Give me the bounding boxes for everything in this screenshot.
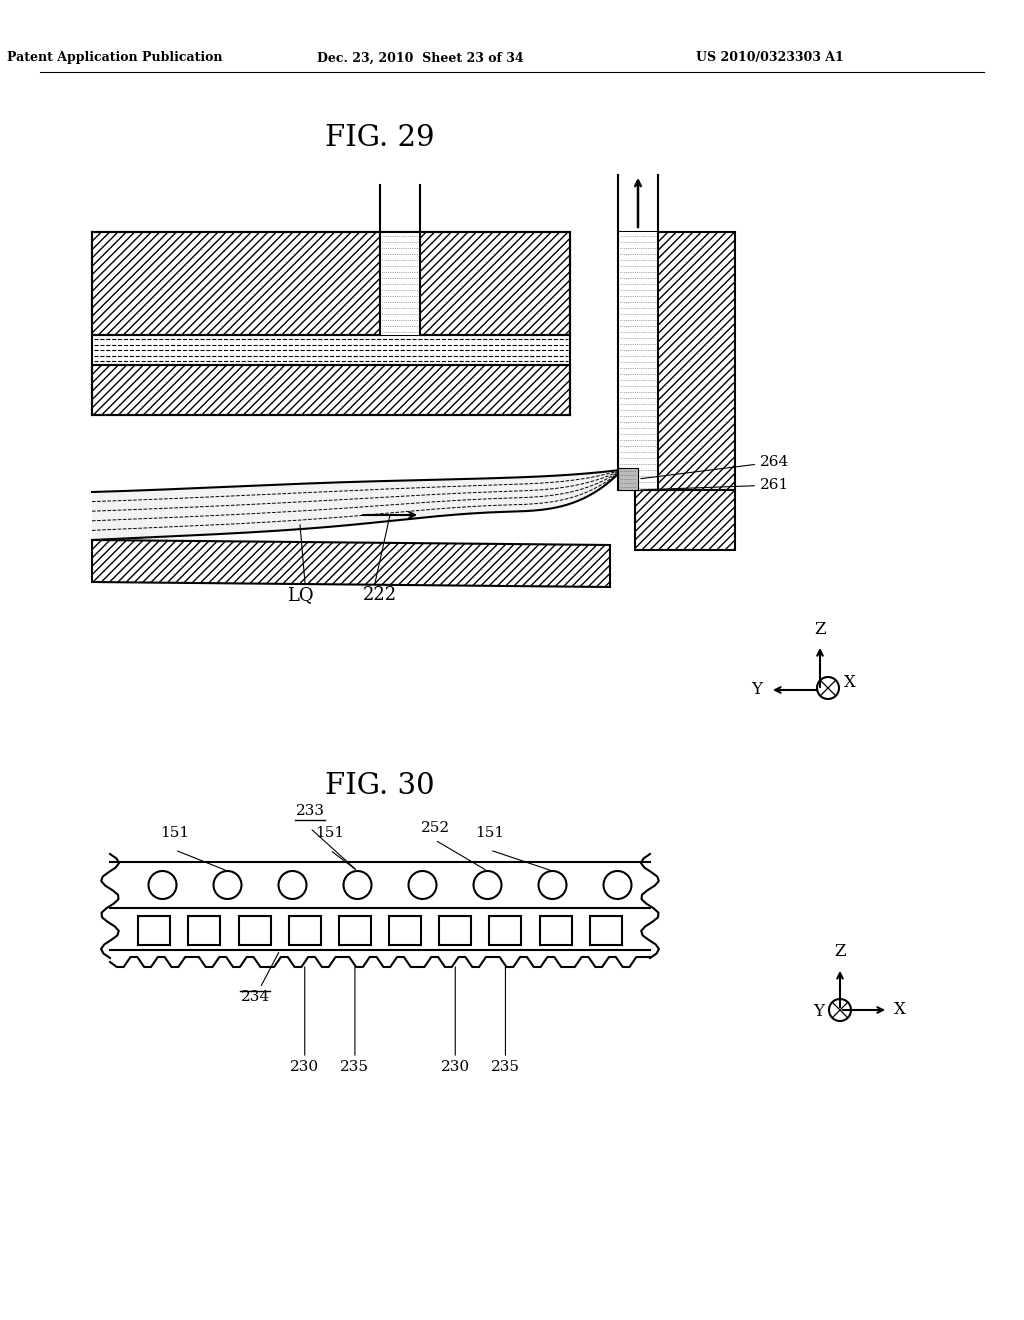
Text: FIG. 29: FIG. 29 [326, 124, 435, 152]
Text: 233: 233 [296, 804, 325, 818]
Text: Dec. 23, 2010  Sheet 23 of 34: Dec. 23, 2010 Sheet 23 of 34 [316, 51, 523, 65]
Bar [289, 916, 321, 945]
Text: Z: Z [835, 942, 846, 960]
Text: Y: Y [751, 681, 762, 698]
Polygon shape [635, 490, 735, 550]
Bar [618, 232, 658, 490]
Text: 234: 234 [241, 990, 269, 1005]
Polygon shape [92, 366, 570, 414]
Text: 230: 230 [440, 1060, 470, 1074]
Polygon shape [620, 232, 735, 490]
Text: Z: Z [814, 620, 825, 638]
Text: US 2010/0323303 A1: US 2010/0323303 A1 [696, 51, 844, 65]
Text: 261: 261 [641, 478, 790, 492]
Text: 151: 151 [475, 826, 505, 840]
Text: 264: 264 [641, 455, 790, 479]
Bar [389, 916, 421, 945]
Bar [239, 916, 270, 945]
Text: 151: 151 [315, 826, 344, 840]
Polygon shape [92, 540, 610, 587]
Bar [380, 232, 420, 335]
Bar [540, 916, 571, 945]
Bar [339, 916, 371, 945]
Bar [618, 469, 638, 490]
Text: 230: 230 [290, 1060, 319, 1074]
Polygon shape [92, 470, 618, 540]
Text: LQ: LQ [287, 586, 313, 605]
Bar [138, 916, 170, 945]
Text: 222: 222 [362, 586, 397, 605]
Text: 235: 235 [340, 1060, 370, 1074]
Text: X: X [894, 1002, 906, 1019]
Text: Y: Y [813, 1003, 824, 1020]
Bar [439, 916, 471, 945]
Text: 235: 235 [490, 1060, 520, 1074]
Bar [489, 916, 521, 945]
Bar [188, 916, 220, 945]
Text: X: X [844, 675, 856, 690]
Text: 151: 151 [161, 826, 189, 840]
Text: FIG. 30: FIG. 30 [326, 772, 435, 800]
Text: 252: 252 [421, 821, 450, 836]
Polygon shape [92, 232, 570, 335]
Text: Patent Application Publication: Patent Application Publication [7, 51, 223, 65]
Bar [590, 916, 622, 945]
